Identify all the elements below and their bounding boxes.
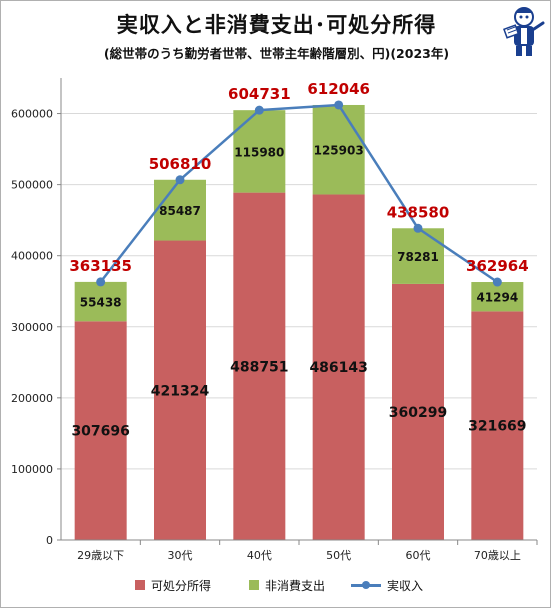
chart-subtitle: (総世帯のうち勤労者世帯、世帯主年齢階層別、円)(2023年)	[103, 46, 450, 61]
bar-nonconsumption	[154, 179, 206, 241]
data-label-nonconsumption: 78281	[397, 250, 439, 264]
legend-item-disposable: 可処分所得	[135, 575, 211, 595]
data-label-income: 604731	[228, 85, 291, 103]
bar-disposable	[154, 240, 206, 540]
data-label-income: 363135	[69, 257, 132, 275]
data-label-income: 438580	[387, 203, 450, 221]
legend-item-nonconsumption: 非消費支出	[249, 575, 325, 595]
y-tick-label: 300000	[11, 321, 53, 334]
data-label-disposable: 488751	[230, 359, 288, 375]
legend-label-income: 実収入	[387, 578, 424, 593]
bar-nonconsumption	[312, 104, 365, 195]
bar-disposable	[233, 192, 286, 540]
y-tick-label: 200000	[11, 392, 53, 405]
x-tick-label: 29歳以下	[77, 549, 124, 562]
data-label-disposable: 360299	[389, 405, 447, 421]
bar-nonconsumption	[471, 282, 524, 312]
legend-label-disposable: 可処分所得	[151, 578, 212, 593]
x-tick-label: 50代	[326, 549, 351, 562]
data-label-income: 506810	[149, 155, 212, 173]
data-label-disposable: 421324	[151, 383, 210, 399]
income-point	[254, 105, 264, 115]
legend-swatch-nonconsumption	[249, 580, 259, 590]
data-label-disposable: 321669	[468, 419, 526, 435]
data-label-nonconsumption: 41294	[476, 291, 518, 305]
income-point	[413, 223, 423, 233]
income-point	[96, 277, 106, 287]
bar-disposable	[471, 311, 524, 540]
bar-disposable	[392, 283, 444, 540]
y-tick-label: 600000	[11, 108, 53, 121]
y-tick-label: 100000	[11, 463, 53, 476]
x-tick-label: 70歳以上	[474, 549, 521, 562]
legend-swatch-income	[351, 580, 381, 590]
income-point	[175, 175, 185, 185]
data-label-nonconsumption: 85487	[159, 204, 201, 218]
bar-nonconsumption	[74, 281, 127, 322]
bar-nonconsumption	[392, 228, 444, 284]
data-label-income: 612046	[307, 80, 370, 98]
x-tick-label: 60代	[406, 549, 431, 562]
bar-disposable	[312, 194, 365, 540]
legend-swatch-disposable	[135, 580, 145, 590]
income-line	[99, 103, 499, 284]
data-label-nonconsumption: 115980	[234, 145, 284, 159]
legend-item-income: 実収入	[351, 575, 423, 595]
legend-label-nonconsumption: 非消費支出	[265, 578, 326, 593]
bar-disposable	[74, 321, 127, 540]
income-point	[492, 277, 502, 287]
x-tick-label: 40代	[247, 549, 272, 562]
x-tick-label: 30代	[168, 549, 193, 562]
data-label-nonconsumption: 55438	[80, 296, 122, 310]
chart-plot: 307696 55438 421324 85487 488751 115980 486143…	[11, 78, 538, 562]
income-point	[334, 100, 344, 110]
y-tick-label: 0	[46, 534, 53, 547]
mascot-icon	[503, 7, 545, 56]
data-label-disposable: 307696	[71, 424, 129, 440]
chart-title: 実収入と非消費支出･可処分所得	[116, 13, 437, 37]
y-tick-label: 400000	[11, 250, 53, 263]
data-label-income: 362964	[466, 257, 529, 275]
chart-legend: 可処分所得 非消費支出 実収入	[1, 575, 551, 595]
y-tick-label: 500000	[11, 179, 53, 192]
data-label-nonconsumption: 125903	[314, 144, 364, 158]
data-label-disposable: 486143	[309, 360, 367, 376]
